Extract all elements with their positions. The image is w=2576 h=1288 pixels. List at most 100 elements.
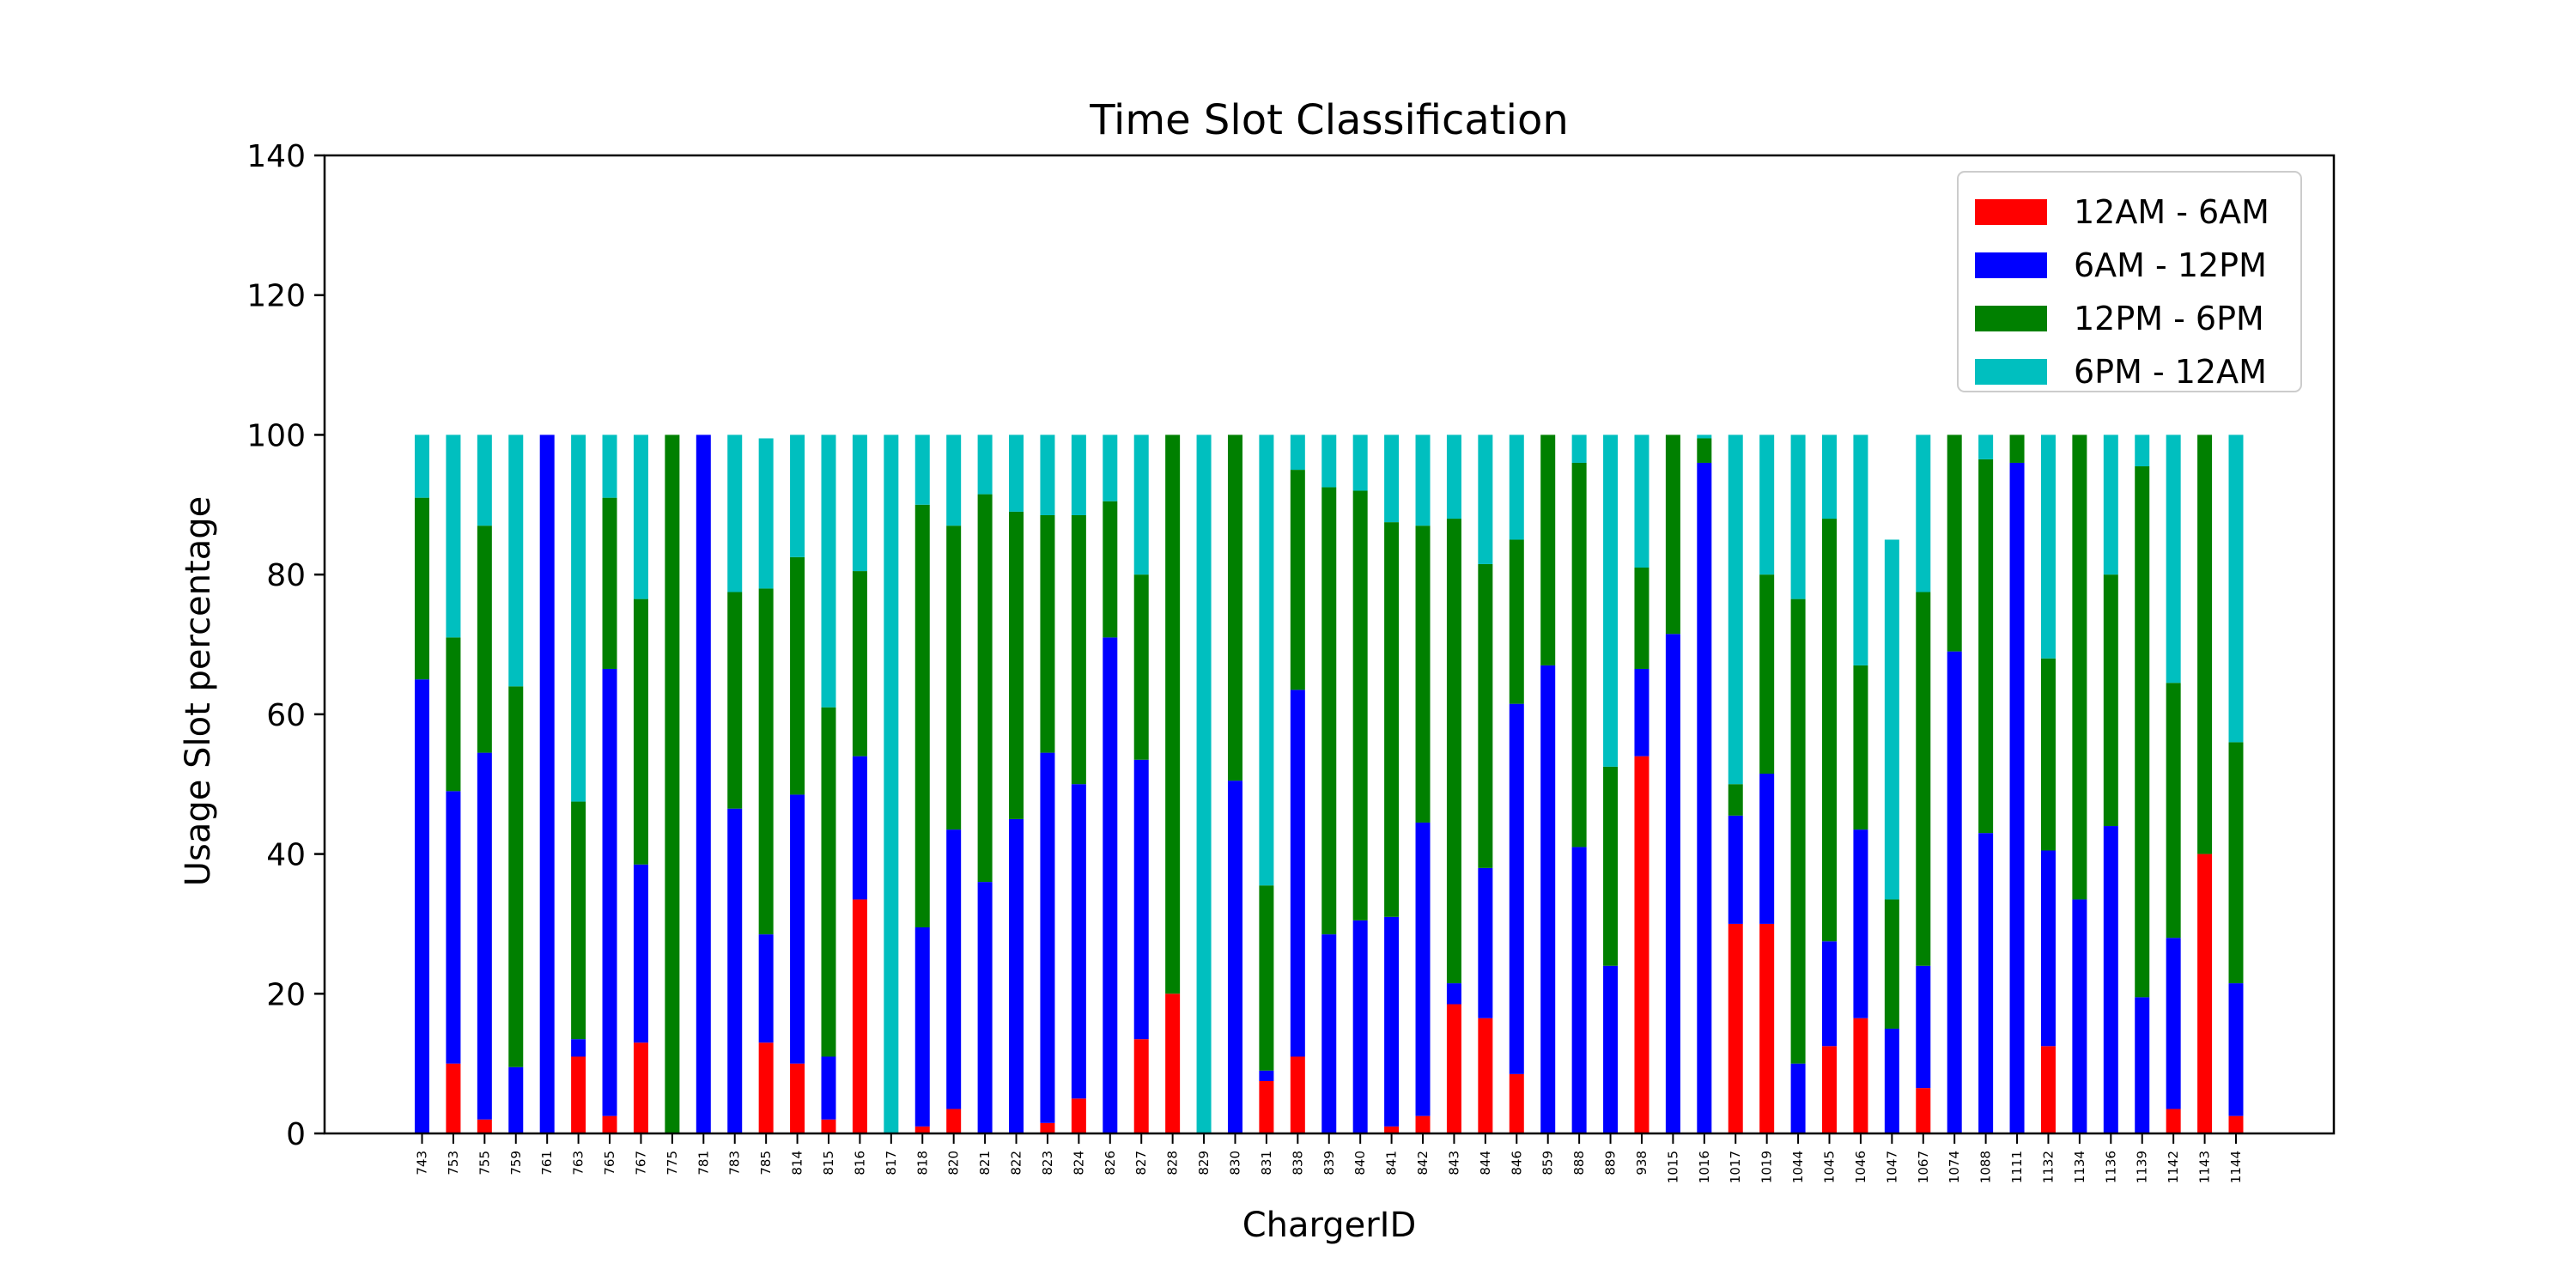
bar-segment xyxy=(1009,511,1024,819)
x-tick-label: 755 xyxy=(477,1151,492,1176)
x-tick-label: 829 xyxy=(1196,1151,1212,1176)
bar-segment xyxy=(1133,759,1149,1040)
bar-segment xyxy=(946,829,962,1109)
bar-segment xyxy=(914,434,930,505)
bar-segment xyxy=(696,434,711,1133)
bar-segment xyxy=(2135,434,2150,467)
bar-segment xyxy=(977,434,993,495)
y-tick-label: 120 xyxy=(246,279,306,314)
bar-segment xyxy=(1728,923,1743,1133)
bar-segment xyxy=(1165,434,1181,994)
bar-segment xyxy=(821,434,836,708)
bar-segment xyxy=(1978,434,1994,459)
bar-segment xyxy=(946,526,962,830)
x-tick-label: 838 xyxy=(1290,1151,1305,1176)
bar-segment xyxy=(1103,434,1118,501)
legend-swatch xyxy=(1975,359,2047,385)
legend-swatch xyxy=(1975,199,2047,225)
x-tick-label: 831 xyxy=(1259,1151,1274,1176)
bar-segment xyxy=(1415,434,1431,526)
x-tick-label: 785 xyxy=(758,1151,774,1176)
bar-segment xyxy=(633,434,648,599)
bar-segment xyxy=(852,899,867,1133)
x-tick-label: 814 xyxy=(790,1151,805,1176)
bars-group xyxy=(415,434,2244,1133)
bar-segment xyxy=(633,598,648,865)
bar-segment xyxy=(1071,1098,1086,1133)
bar-segment xyxy=(1040,752,1055,1123)
x-tick-label: 840 xyxy=(1352,1151,1368,1176)
bar-segment xyxy=(1884,1028,1899,1133)
bar-segment xyxy=(1790,1063,1806,1133)
bar-segment xyxy=(1916,1088,1931,1133)
legend-label: 12AM - 6AM xyxy=(2074,193,2269,231)
bar-segment xyxy=(758,588,774,935)
bar-segment xyxy=(2040,850,2056,1047)
bar-segment xyxy=(508,686,524,1067)
x-tick-label: 817 xyxy=(884,1151,899,1176)
bar-segment xyxy=(1384,916,1400,1127)
x-tick-label: 820 xyxy=(946,1151,962,1176)
bar-segment xyxy=(1290,690,1305,1057)
bar-segment xyxy=(1040,434,1055,515)
bar-segment xyxy=(415,497,429,680)
x-tick-label: 767 xyxy=(633,1151,648,1176)
bar-segment xyxy=(1446,983,1461,1005)
bar-segment xyxy=(1352,434,1368,491)
bar-segment xyxy=(852,571,867,756)
plot-area-frame xyxy=(323,154,2336,1135)
bar-segment xyxy=(2009,434,2025,463)
x-tick-label: 839 xyxy=(1321,1151,1337,1176)
x-tick-label: 815 xyxy=(821,1151,836,1176)
bar-segment xyxy=(1634,756,1649,1133)
y-tick-label: 40 xyxy=(266,838,306,873)
legend-label: 6PM - 12AM xyxy=(2074,353,2267,391)
bar-segment xyxy=(571,434,586,802)
bar-segment xyxy=(1478,867,1493,1018)
bar-segment xyxy=(602,668,617,1116)
bar-segment xyxy=(1916,592,1931,966)
bar-segment xyxy=(1103,501,1118,638)
bar-segment xyxy=(477,752,492,1120)
bar-segment xyxy=(1728,434,1743,785)
x-tick-label: 775 xyxy=(665,1151,680,1176)
bar-segment xyxy=(1822,941,1838,1047)
bar-segment xyxy=(821,1056,836,1120)
legend-label: 12PM - 6PM xyxy=(2074,300,2264,337)
bar-segment xyxy=(2103,826,2118,1133)
bar-segment xyxy=(1697,462,1712,1133)
bar-segment xyxy=(1509,434,1524,540)
x-axis-ticks: 743 753 755 759 761 763 765 767 775 781 783 785 814 8… xyxy=(415,1133,2244,1183)
x-tick-label: 765 xyxy=(602,1151,617,1176)
bar-segment xyxy=(1290,470,1305,690)
x-tick-label: 781 xyxy=(696,1151,711,1176)
bar-segment xyxy=(1384,434,1400,523)
bar-segment xyxy=(1665,634,1680,1133)
x-tick-label: 843 xyxy=(1446,1151,1461,1176)
bar-segment xyxy=(790,794,805,1064)
bar-segment xyxy=(1040,1122,1055,1133)
bar-segment xyxy=(477,434,492,526)
bar-segment xyxy=(1665,434,1680,635)
bar-segment xyxy=(1290,1056,1305,1133)
bar-segment xyxy=(1071,434,1086,515)
legend-swatch xyxy=(1975,306,2047,331)
bar-segment xyxy=(2135,466,2150,998)
bar-segment xyxy=(1790,434,1806,599)
x-tick-label: 1111 xyxy=(2009,1151,2025,1183)
x-tick-label: 759 xyxy=(508,1151,524,1176)
bar-segment xyxy=(602,434,617,498)
legend-swatch xyxy=(1975,252,2047,278)
bar-segment xyxy=(821,707,836,1057)
bar-segment xyxy=(1634,568,1649,669)
bar-segment xyxy=(1133,1039,1149,1133)
bar-segment xyxy=(1697,434,1712,439)
bar-segment xyxy=(1634,668,1649,756)
x-tick-label: 1142 xyxy=(2166,1151,2181,1183)
bar-segment xyxy=(1071,514,1086,785)
bar-segment xyxy=(2040,658,2056,851)
bar-segment xyxy=(914,927,930,1127)
bar-segment xyxy=(1321,487,1337,935)
y-tick-label: 60 xyxy=(266,698,306,733)
